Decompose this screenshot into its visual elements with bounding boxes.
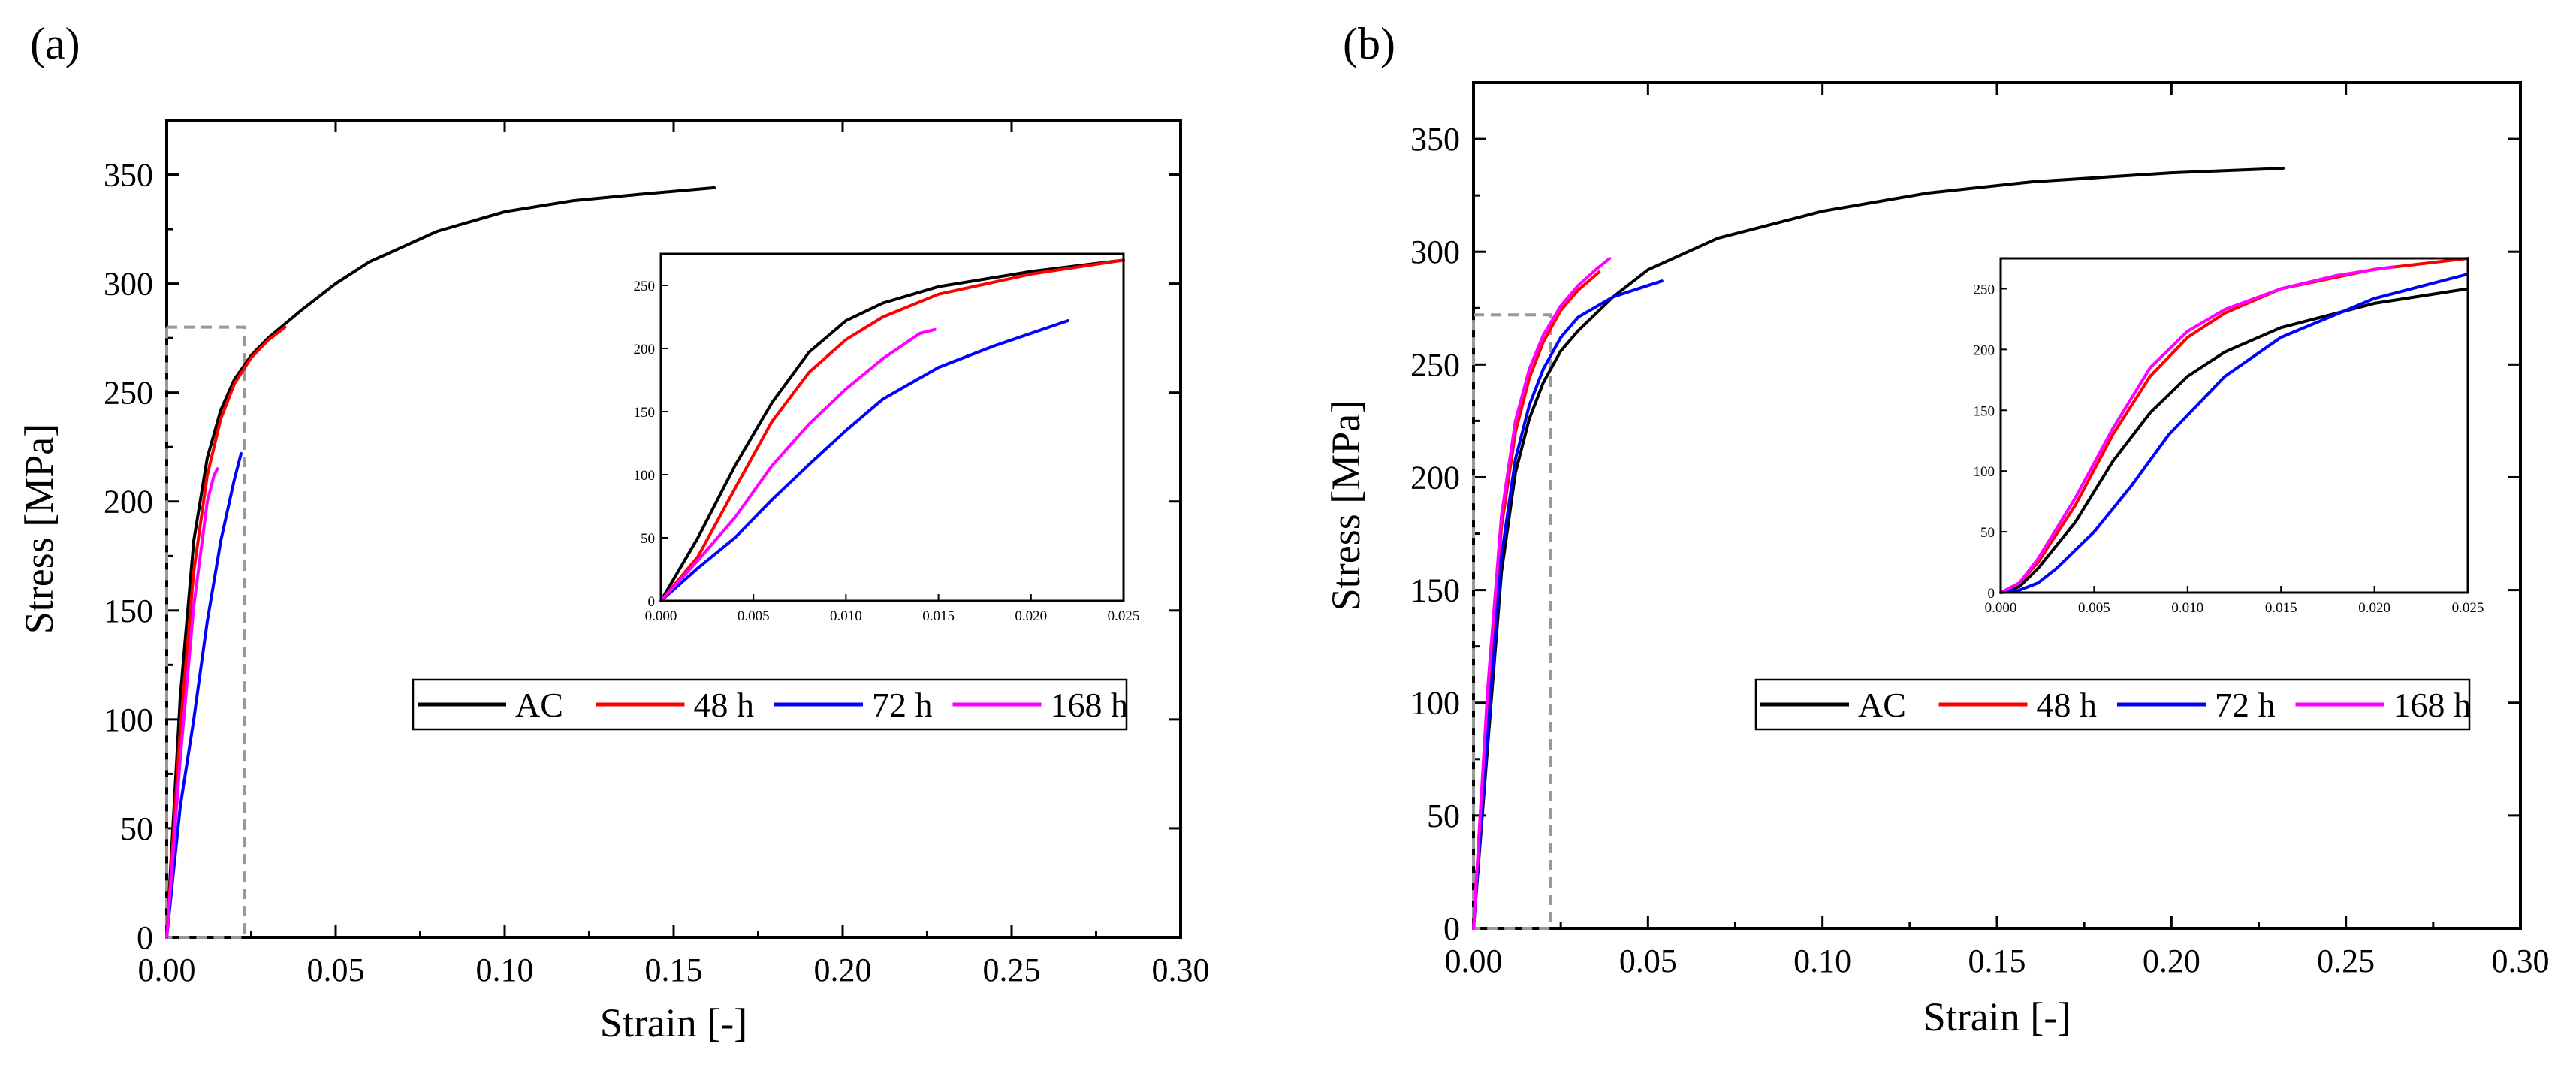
x-tick-label: 0.00 xyxy=(138,952,196,988)
legend-label-ac: AC xyxy=(515,686,563,724)
y-tick-label: 200 xyxy=(104,484,153,520)
inset-x-tick-label: 0.005 xyxy=(2078,600,2110,616)
x-tick-label: 0.05 xyxy=(1619,943,1677,979)
x-tick-label: 0.10 xyxy=(476,952,534,988)
panel-b: (b) 0.00 0.05 0.10 0.15 0.20 0.25 0.30 0 50 100 150… xyxy=(1323,19,2550,1039)
x-tick-label: 0.20 xyxy=(814,952,872,988)
y-tick-label: 100 xyxy=(104,701,153,738)
inset-x-tick-label: 0.010 xyxy=(830,608,862,624)
y-tick-label: 50 xyxy=(120,810,153,847)
y-tick-label: 0 xyxy=(1443,910,1460,947)
inset-x-tick-label: 0.015 xyxy=(2265,600,2297,616)
inset-y-tick-label: 0 xyxy=(648,594,656,610)
legend-label-ac: AC xyxy=(1858,686,1906,724)
y-tick-label: 150 xyxy=(104,593,153,629)
inset-frame xyxy=(1999,257,2469,594)
series-line-72-h xyxy=(165,451,243,939)
inset-series-line-ac xyxy=(1999,287,2469,594)
inset-x-tick-label: 0.020 xyxy=(1015,608,1047,624)
legend-label-48-h: 48 h xyxy=(694,686,755,724)
inset-y-tick-label: 250 xyxy=(1974,282,1995,297)
inset-y-tick-label: 0 xyxy=(1988,586,1995,602)
y-axis-label: Stress [MPa] xyxy=(17,424,62,635)
inset-y-tick-label: 150 xyxy=(634,405,656,421)
inset-y-tick-label: 150 xyxy=(1974,403,1995,419)
x-tick-label: 0.00 xyxy=(1445,943,1503,979)
y-axis-label: Stress [MPa] xyxy=(1323,400,1368,611)
zoom-box xyxy=(165,325,246,940)
inset-plot: 0.000 0.005 0.010 0.015 0.020 0.025 0 50 100 150 2… xyxy=(1974,257,2484,616)
inset-x-tick-label: 0.025 xyxy=(2452,600,2484,616)
x-tick-label: 0.25 xyxy=(983,952,1041,988)
y-tick-label: 300 xyxy=(104,266,153,303)
y-tick-label: 150 xyxy=(1410,572,1460,609)
y-tick-label: 300 xyxy=(1410,234,1460,270)
panel-label: (b) xyxy=(1343,19,1395,68)
inset-frame xyxy=(659,252,1125,602)
series-line-48-h xyxy=(165,325,287,939)
inset-series-line-168-h xyxy=(1999,265,2395,594)
inset-x-tick-label: 0.020 xyxy=(2358,600,2390,616)
inset-y-tick-label: 50 xyxy=(1980,525,1995,541)
x-axis-label: Strain [-] xyxy=(600,1000,747,1045)
panel-label: (a) xyxy=(30,19,80,68)
legend-label-168-h: 168 h xyxy=(1051,686,1129,724)
inset-x-tick-label: 0.015 xyxy=(922,608,955,624)
inset-x-tick-label: 0.025 xyxy=(1108,608,1140,624)
legend-label-168-h: 168 h xyxy=(2394,686,2472,724)
x-tick-label: 0.15 xyxy=(1968,943,2026,979)
series-line-ac xyxy=(1472,167,2285,930)
y-tick-label: 350 xyxy=(104,157,153,194)
inset-y-tick-label: 50 xyxy=(641,531,655,547)
inset-y-tick-label: 100 xyxy=(634,468,656,484)
x-tick-label: 0.30 xyxy=(1152,952,1210,988)
y-tick-label: 50 xyxy=(1427,798,1460,834)
x-tick-label: 0.30 xyxy=(2492,943,2550,979)
x-tick-label: 0.25 xyxy=(2317,943,2375,979)
inset-y-tick-label: 100 xyxy=(1974,464,1995,480)
inset-series-line-168-h xyxy=(659,327,937,602)
legend-label-72-h: 72 h xyxy=(872,686,933,724)
legend-label-48-h: 48 h xyxy=(2037,686,2098,724)
x-tick-label: 0.10 xyxy=(1793,943,1851,979)
x-tick-label: 0.15 xyxy=(645,952,703,988)
y-tick-label: 350 xyxy=(1410,121,1460,158)
series-line-ac xyxy=(165,186,716,939)
inset-x-tick-label: 0.000 xyxy=(1985,600,2017,616)
y-tick-label: 0 xyxy=(137,919,153,956)
inset-y-tick-label: 200 xyxy=(1974,342,1995,358)
inset-y-tick-label: 200 xyxy=(634,342,656,358)
inset-series-line-72-h xyxy=(1999,273,2469,594)
series-line-168-h xyxy=(165,467,219,939)
inset-series-line-72-h xyxy=(659,319,1070,602)
panel-a: (a) 0.00 0.05 0.10 0.15 0.20 0.25 0.30 0 50 100 150… xyxy=(17,19,1210,1045)
x-axis-label: Strain [-] xyxy=(1923,994,2071,1039)
series-line-72-h xyxy=(1472,279,1664,930)
inset-series-line-ac xyxy=(659,258,1125,602)
inset-x-tick-label: 0.010 xyxy=(2171,600,2203,616)
series-line-168-h xyxy=(1472,257,1612,930)
inset-y-tick-label: 250 xyxy=(634,279,656,294)
x-tick-label: 0.05 xyxy=(307,952,365,988)
y-tick-label: 200 xyxy=(1410,459,1460,496)
legend: AC 48 h 72 h 168 h xyxy=(1754,678,2472,731)
y-tick-label: 250 xyxy=(104,375,153,412)
x-tick-label: 0.20 xyxy=(2143,943,2200,979)
inset-series-line-48-h xyxy=(659,258,1125,602)
y-tick-label: 100 xyxy=(1410,685,1460,722)
legend-box xyxy=(412,678,1128,731)
inset-plot: 0.000 0.005 0.010 0.015 0.020 0.025 0 50 100 150 2… xyxy=(634,252,1140,624)
legend: AC 48 h 72 h 168 h xyxy=(412,678,1129,731)
inset-x-tick-label: 0.005 xyxy=(738,608,770,624)
inset-x-tick-label: 0.000 xyxy=(645,608,677,624)
legend-label-72-h: 72 h xyxy=(2215,686,2276,724)
y-tick-label: 250 xyxy=(1410,346,1460,383)
zoom-box xyxy=(1472,313,1552,930)
